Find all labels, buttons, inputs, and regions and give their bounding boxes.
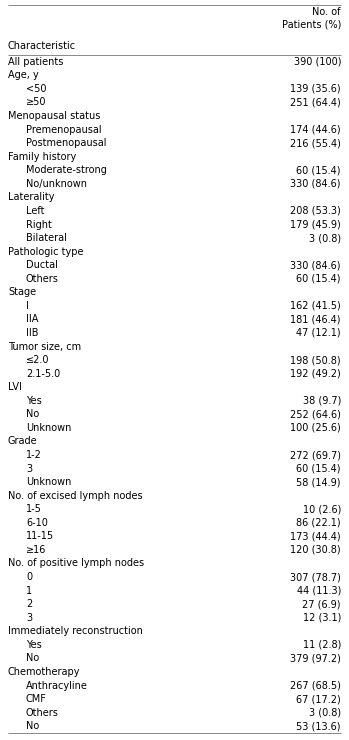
Text: Stage: Stage bbox=[8, 287, 36, 297]
Text: 60 (15.4): 60 (15.4) bbox=[297, 463, 341, 474]
Text: 198 (50.8): 198 (50.8) bbox=[290, 355, 341, 365]
Text: Family history: Family history bbox=[8, 152, 76, 162]
Text: 12 (3.1): 12 (3.1) bbox=[303, 613, 341, 623]
Text: No/unknown: No/unknown bbox=[26, 179, 87, 189]
Text: 38 (9.7): 38 (9.7) bbox=[303, 396, 341, 406]
Text: Yes: Yes bbox=[26, 640, 42, 650]
Text: 267 (68.5): 267 (68.5) bbox=[290, 681, 341, 690]
Text: 120 (30.8): 120 (30.8) bbox=[290, 545, 341, 555]
Text: 3: 3 bbox=[26, 613, 32, 623]
Text: 179 (45.9): 179 (45.9) bbox=[290, 220, 341, 229]
Text: Ductal: Ductal bbox=[26, 260, 58, 270]
Text: LVI: LVI bbox=[8, 383, 22, 392]
Text: Right: Right bbox=[26, 220, 52, 229]
Text: Immediately reconstruction: Immediately reconstruction bbox=[8, 626, 143, 636]
Text: 3: 3 bbox=[26, 463, 32, 474]
Text: 58 (14.9): 58 (14.9) bbox=[297, 477, 341, 487]
Text: Yes: Yes bbox=[26, 396, 42, 406]
Text: 53 (13.6): 53 (13.6) bbox=[297, 722, 341, 731]
Text: 44 (11.3): 44 (11.3) bbox=[297, 585, 341, 596]
Text: 307 (78.7): 307 (78.7) bbox=[290, 572, 341, 582]
Text: Postmenopausal: Postmenopausal bbox=[26, 138, 106, 148]
Text: 1-5: 1-5 bbox=[26, 504, 42, 514]
Text: Bilateral: Bilateral bbox=[26, 233, 67, 243]
Text: ≤2.0: ≤2.0 bbox=[26, 355, 50, 365]
Text: 330 (84.6): 330 (84.6) bbox=[290, 260, 341, 270]
Text: 390 (100): 390 (100) bbox=[294, 57, 341, 67]
Text: 1-2: 1-2 bbox=[26, 450, 42, 460]
Text: Characteristic: Characteristic bbox=[8, 41, 76, 51]
Text: 252 (64.6): 252 (64.6) bbox=[290, 409, 341, 420]
Text: 60 (15.4): 60 (15.4) bbox=[297, 274, 341, 283]
Text: 174 (44.6): 174 (44.6) bbox=[290, 124, 341, 135]
Text: All patients: All patients bbox=[8, 57, 64, 67]
Text: 251 (64.4): 251 (64.4) bbox=[290, 98, 341, 107]
Text: Laterality: Laterality bbox=[8, 192, 54, 202]
Text: IIA: IIA bbox=[26, 314, 38, 324]
Text: 139 (35.6): 139 (35.6) bbox=[290, 84, 341, 94]
Text: 10 (2.6): 10 (2.6) bbox=[303, 504, 341, 514]
Text: 2: 2 bbox=[26, 599, 32, 609]
Text: Pathologic type: Pathologic type bbox=[8, 246, 83, 257]
Text: No. of positive lymph nodes: No. of positive lymph nodes bbox=[8, 559, 144, 568]
Text: 11 (2.8): 11 (2.8) bbox=[303, 640, 341, 650]
Text: IIB: IIB bbox=[26, 328, 38, 338]
Text: Unknown: Unknown bbox=[26, 477, 72, 487]
Text: 162 (41.5): 162 (41.5) bbox=[290, 301, 341, 311]
Text: Others: Others bbox=[26, 274, 59, 283]
Text: Moderate-strong: Moderate-strong bbox=[26, 165, 107, 175]
Text: Unknown: Unknown bbox=[26, 423, 72, 433]
Text: No: No bbox=[26, 722, 39, 731]
Text: 330 (84.6): 330 (84.6) bbox=[290, 179, 341, 189]
Text: 181 (46.4): 181 (46.4) bbox=[290, 314, 341, 324]
Text: Left: Left bbox=[26, 206, 45, 216]
Text: 3 (0.8): 3 (0.8) bbox=[309, 707, 341, 718]
Text: ≥50: ≥50 bbox=[26, 98, 46, 107]
Text: 11-15: 11-15 bbox=[26, 531, 54, 542]
Text: No. of excised lymph nodes: No. of excised lymph nodes bbox=[8, 491, 143, 501]
Text: 272 (69.7): 272 (69.7) bbox=[290, 450, 341, 460]
Text: 3 (0.8): 3 (0.8) bbox=[309, 233, 341, 243]
Text: 0: 0 bbox=[26, 572, 32, 582]
Text: 173 (44.4): 173 (44.4) bbox=[290, 531, 341, 542]
Text: Anthracyline: Anthracyline bbox=[26, 681, 88, 690]
Text: 1: 1 bbox=[26, 585, 32, 596]
Text: 192 (49.2): 192 (49.2) bbox=[290, 369, 341, 379]
Text: No: No bbox=[26, 653, 39, 664]
Text: 86 (22.1): 86 (22.1) bbox=[296, 518, 341, 528]
Text: Tumor size, cm: Tumor size, cm bbox=[8, 342, 81, 351]
Text: 60 (15.4): 60 (15.4) bbox=[297, 165, 341, 175]
Text: 67 (17.2): 67 (17.2) bbox=[296, 694, 341, 704]
Text: Age, y: Age, y bbox=[8, 70, 39, 81]
Text: 47 (12.1): 47 (12.1) bbox=[296, 328, 341, 338]
Text: 100 (25.6): 100 (25.6) bbox=[290, 423, 341, 433]
Text: 27 (6.9): 27 (6.9) bbox=[303, 599, 341, 609]
Text: 208 (53.3): 208 (53.3) bbox=[290, 206, 341, 216]
Text: 216 (55.4): 216 (55.4) bbox=[290, 138, 341, 148]
Text: Grade: Grade bbox=[8, 437, 38, 446]
Text: No: No bbox=[26, 409, 39, 420]
Text: No. of
Patients (%): No. of Patients (%) bbox=[282, 7, 341, 30]
Text: I: I bbox=[26, 301, 29, 311]
Text: <50: <50 bbox=[26, 84, 46, 94]
Text: CMF: CMF bbox=[26, 694, 47, 704]
Text: Chemotherapy: Chemotherapy bbox=[8, 667, 81, 677]
Text: 2.1-5.0: 2.1-5.0 bbox=[26, 369, 60, 379]
Text: Premenopausal: Premenopausal bbox=[26, 124, 102, 135]
Text: ≥16: ≥16 bbox=[26, 545, 46, 555]
Text: Others: Others bbox=[26, 707, 59, 718]
Text: 379 (97.2): 379 (97.2) bbox=[290, 653, 341, 664]
Text: Menopausal status: Menopausal status bbox=[8, 111, 101, 121]
Text: 6-10: 6-10 bbox=[26, 518, 48, 528]
